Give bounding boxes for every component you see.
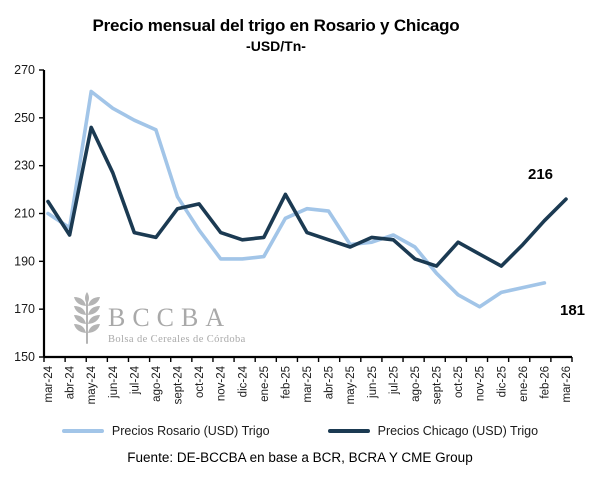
x-axis-tick-label: sept-24 (173, 365, 185, 404)
chart-title: Precio mensual del trigo en Rosario y Ch… (92, 16, 460, 35)
watermark: BCCBA Bolsa de Cereales de Córdoba (72, 290, 246, 351)
x-axis-tick-label: feb-26 (539, 366, 551, 399)
watermark-name: BCCBA (108, 303, 232, 332)
x-axis-tick-label: may-25 (345, 366, 357, 404)
legend-item: Precios Rosario (USD) Trigo (61, 424, 270, 438)
y-axis-tick-label: 270 (14, 63, 35, 77)
x-axis-tick-label: ago-24 (151, 365, 163, 401)
x-axis-tick-label: ene-26 (518, 366, 530, 402)
chart-subtitle: -USD/Tn- (246, 38, 306, 54)
x-axis-tick-label: may-24 (86, 365, 98, 404)
series-line (46, 125, 568, 268)
watermark-tagline: Bolsa de Cereales de Córdoba (108, 333, 246, 345)
legend-label: Precios Chicago (USD) Trigo (377, 424, 539, 438)
y-axis-tick-label: 250 (14, 111, 35, 125)
x-axis-tick-label: sept-25 (432, 366, 444, 404)
x-axis-tick-label: dic-25 (496, 366, 508, 397)
x-axis-tick-label: dic-24 (237, 365, 249, 397)
x-axis-tick-label: feb-25 (280, 366, 292, 399)
x-axis-tick-label: nov-25 (475, 366, 487, 401)
x-axis-tick-label: ene-25 (259, 366, 271, 402)
legend-label: Precios Rosario (USD) Trigo (111, 424, 270, 438)
x-axis-tick-label: jun-25 (367, 366, 379, 399)
legend-line-swatch (61, 429, 104, 433)
x-axis-tick-label: abr-24 (65, 365, 77, 399)
x-axis-tick-label: abr-25 (324, 366, 336, 399)
y-axis-tick-label: 230 (14, 159, 35, 173)
y-axis-tick-label: 210 (14, 207, 35, 221)
source-caption: Fuente: DE-BCCBA en base a BCR, BCRA Y C… (127, 450, 473, 465)
x-axis-tick-label: jul-24 (129, 365, 141, 395)
x-axis-tick-label: mar-26 (561, 366, 573, 402)
rosario-end-data-label: 181 (560, 302, 586, 319)
legend-line-swatch (327, 429, 370, 433)
y-axis-tick-label: 170 (14, 302, 35, 316)
x-axis-tick-label: ago-25 (410, 366, 422, 402)
x-axis-tick-label: jun-24 (108, 365, 120, 399)
x-axis-tick-label: mar-25 (302, 366, 314, 402)
x-axis-tick-label: oct-24 (194, 365, 206, 398)
x-axis-tick-label: jul-25 (388, 366, 400, 395)
x-axis-tick-label: nov-24 (216, 365, 228, 401)
y-axis-tick-label: 190 (14, 254, 35, 268)
x-axis-tick-label: mar-24 (43, 365, 55, 402)
legend-item: Precios Chicago (USD) Trigo (327, 424, 539, 438)
chicago-end-data-label: 216 (528, 166, 554, 183)
y-axis-tick-label: 150 (14, 350, 35, 364)
x-axis-tick-label: oct-25 (453, 366, 465, 398)
wheat-icon (72, 290, 102, 351)
chart-legend: Precios Rosario (USD) Trigo Precios Chica… (0, 424, 600, 438)
